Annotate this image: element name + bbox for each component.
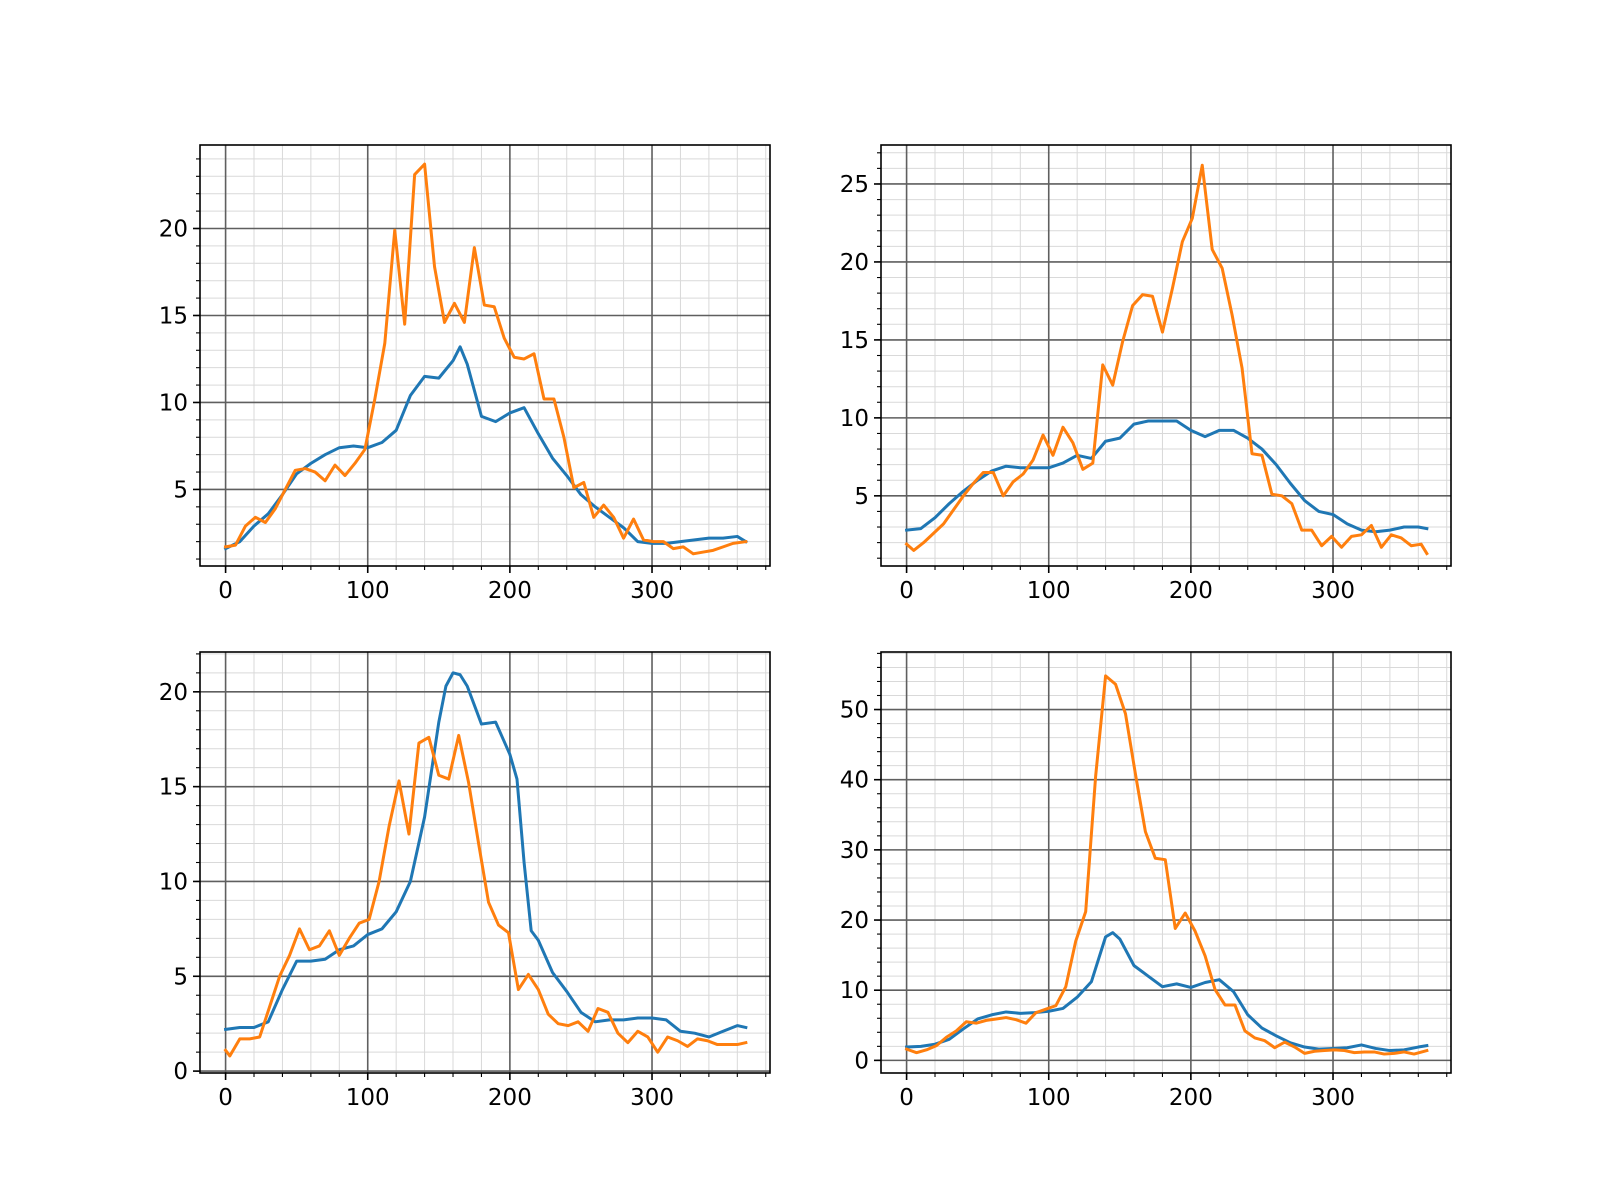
x-tick-label: 200 xyxy=(488,1085,532,1111)
series-line-2 xyxy=(223,733,748,1058)
x-tick-label: 0 xyxy=(899,578,914,604)
x-tick-label: 200 xyxy=(488,578,532,604)
x-tick-label: 100 xyxy=(1027,578,1071,604)
y-tick-label: 50 xyxy=(840,698,869,724)
y-tick-label: 20 xyxy=(159,680,188,706)
y-tick-label: 15 xyxy=(159,303,188,329)
series-line-2 xyxy=(904,674,1429,1056)
y-tick-label: 15 xyxy=(159,775,188,801)
series-line-2 xyxy=(904,163,1429,556)
x-tick-label: 100 xyxy=(346,1085,390,1111)
x-tick-label: 300 xyxy=(1311,578,1355,604)
y-tick-label: 10 xyxy=(159,869,188,895)
chart-panel-top-right: 0 100 200 300 5 10 15 20 25 xyxy=(840,144,1452,604)
series-line-2 xyxy=(223,162,748,556)
y-tick-label: 5 xyxy=(173,964,188,990)
y-tick-label: 20 xyxy=(840,908,869,934)
y-tick-label: 0 xyxy=(173,1059,188,1085)
x-tick-label: 100 xyxy=(1027,1085,1071,1111)
x-tick-label: 0 xyxy=(218,1085,233,1111)
chart-panel-bottom-right: 0 100 200 300 0 10 20 30 40 50 xyxy=(840,651,1452,1111)
chart-panel-top-left: 0 100 200 300 5 10 15 20 xyxy=(159,144,771,604)
series-line-1 xyxy=(223,345,748,551)
x-tick-label: 300 xyxy=(630,1085,674,1111)
x-tick-label: 200 xyxy=(1169,1085,1213,1111)
axes-frame xyxy=(880,651,1452,1074)
y-tick-label: 10 xyxy=(159,390,188,416)
x-tick-label: 200 xyxy=(1169,578,1213,604)
x-tick-label: 300 xyxy=(1311,1085,1355,1111)
x-tick-label: 300 xyxy=(630,578,674,604)
y-tick-label: 10 xyxy=(840,406,869,432)
x-tick-label: 0 xyxy=(218,578,233,604)
series-line-1 xyxy=(904,419,1429,534)
x-tick-label: 0 xyxy=(899,1085,914,1111)
y-tick-label: 20 xyxy=(840,250,869,276)
y-tick-label: 15 xyxy=(840,328,869,354)
series-line-1 xyxy=(905,931,1429,1053)
chart-panel-bottom-left: 0 100 200 300 0 5 10 15 20 xyxy=(159,651,771,1111)
y-tick-label: 5 xyxy=(173,477,188,503)
y-tick-label: 10 xyxy=(840,978,869,1004)
y-tick-label: 0 xyxy=(854,1048,869,1074)
y-tick-label: 40 xyxy=(840,768,869,794)
y-tick-label: 30 xyxy=(840,838,869,864)
axes-frame xyxy=(199,144,771,567)
y-tick-label: 20 xyxy=(159,217,188,243)
y-tick-label: 25 xyxy=(840,172,869,198)
y-tick-label: 5 xyxy=(854,484,869,510)
x-tick-label: 100 xyxy=(346,578,390,604)
series-line-1 xyxy=(223,671,748,1039)
